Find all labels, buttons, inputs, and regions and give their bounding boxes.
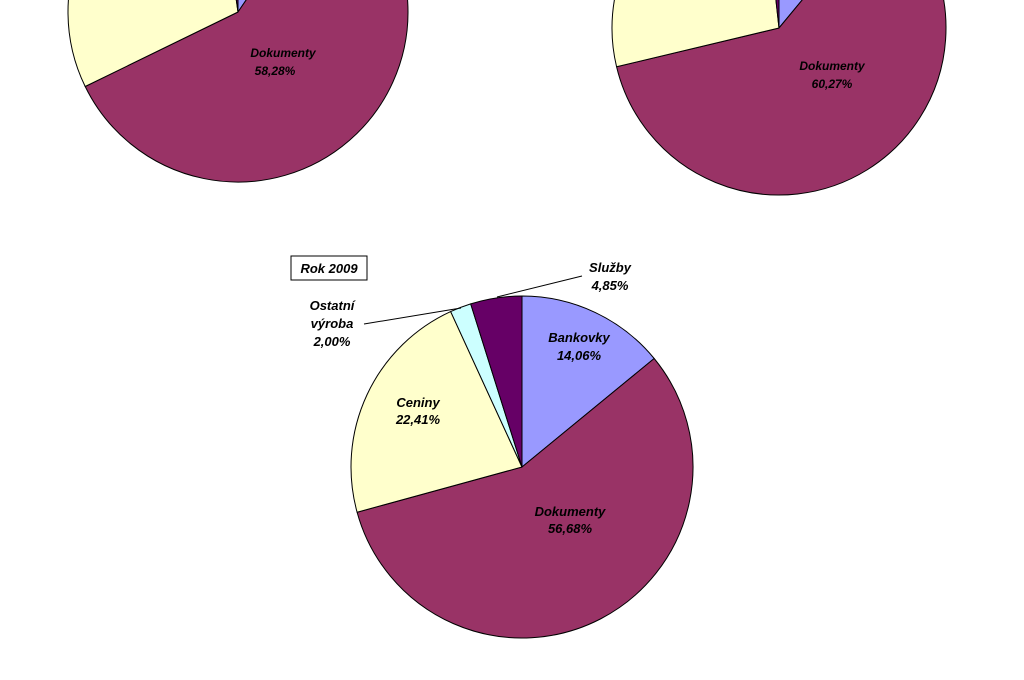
- pie-slice-ceniny-top-right: [611, 0, 780, 68]
- slice-value-sluzby: 4,85%: [591, 278, 629, 293]
- pie-chart-top-right: Dokumenty 60,27%: [611, 0, 947, 196]
- slice-label-ceniny: Ceniny: [396, 395, 440, 410]
- slice-value-dokumenty-top-left: 58,28%: [255, 64, 296, 78]
- leader-line-sluzby: [496, 275, 583, 298]
- slice-label-dokumenty-top-left: Dokumenty: [250, 46, 317, 60]
- pie-slice-dokumenty-top-right: [616, 0, 947, 196]
- pie-slice-ceniny: [350, 311, 523, 513]
- slice-label-ostatni-line1: Ostatní: [310, 298, 356, 313]
- slice-value-ceniny: 22,41%: [395, 412, 441, 427]
- slice-value-bankovky: 14,06%: [557, 348, 602, 363]
- pie-slice-ceniny-top-left: [67, 0, 239, 87]
- pie-slice-small-top-left: [235, 0, 239, 13]
- pie-slice-small-top-right: [775, 0, 780, 29]
- slice-value-ostatni-vyroba: 2,00%: [313, 334, 351, 349]
- pie-slice-dokumenty: [356, 358, 694, 639]
- slice-value-dokumenty-top-right: 60,27%: [812, 77, 853, 91]
- chart-title-box: [290, 255, 368, 281]
- slice-label-bankovky: Bankovky: [548, 330, 610, 345]
- pie-slice-bankovky: [521, 295, 655, 468]
- pie-slice-dokumenty-top-left: [84, 0, 409, 183]
- slice-label-ostatni-line2: výroba: [311, 316, 354, 331]
- pie-chart-2009: Rok 2009 Bankovky 14,06% Dokumenty 56,68…: [290, 255, 694, 639]
- slice-label-dokumenty-top-right: Dokumenty: [799, 59, 866, 73]
- slice-label-sluzby: Služby: [589, 260, 632, 275]
- chart-title: Rok 2009: [300, 261, 358, 276]
- slice-label-dokumenty: Dokumenty: [535, 504, 607, 519]
- leader-line-ostatni-vyroba: [363, 307, 462, 325]
- pie-chart-top-left: Dokumenty 58,28%: [67, 0, 409, 183]
- slice-value-dokumenty: 56,68%: [548, 521, 593, 536]
- pie-slice-sluzby: [470, 295, 523, 468]
